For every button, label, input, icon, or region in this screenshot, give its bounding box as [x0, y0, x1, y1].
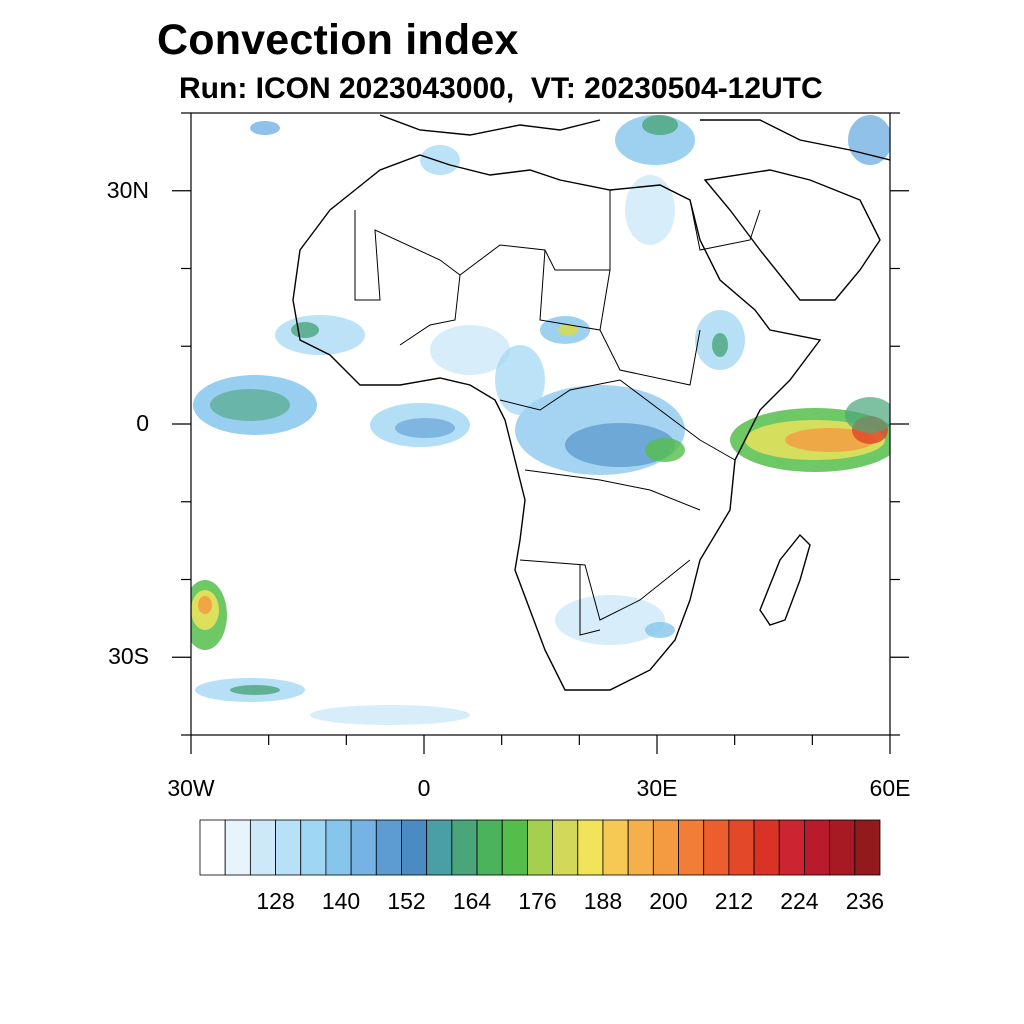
colorbar-swatch — [300, 819, 327, 876]
colorbar-swatch — [854, 819, 881, 876]
colorbar-swatch — [552, 819, 579, 876]
colorbar — [199, 819, 881, 876]
colorbar-swatch — [602, 819, 629, 876]
colorbar-label: 164 — [452, 888, 492, 914]
axis-ticks — [172, 112, 909, 754]
map-title: Convection index — [157, 16, 519, 64]
colorbar-swatch — [199, 819, 226, 876]
colorbar-swatch — [703, 819, 730, 876]
colorbar-swatch — [627, 819, 654, 876]
colorbar-swatch — [678, 819, 705, 876]
colorbar-label: 212 — [714, 888, 754, 914]
colorbar-swatch — [275, 819, 302, 876]
colorbar-label: 236 — [845, 888, 885, 914]
colorbar-swatch — [224, 819, 251, 876]
colorbar-label: 128 — [256, 888, 295, 914]
lon-tick-label: 30W — [167, 775, 215, 801]
colorbar-label: 188 — [583, 888, 623, 914]
lon-tick-label: 30E — [636, 775, 678, 801]
colorbar-swatch — [527, 819, 553, 876]
colorbar-swatch — [728, 819, 755, 876]
lon-tick-label: 60E — [869, 775, 911, 801]
colorbar-swatch — [804, 819, 831, 876]
colorbar-swatch — [249, 819, 276, 876]
colorbar-swatch — [829, 819, 856, 876]
colorbar-swatch — [426, 819, 453, 876]
colorbar-swatch — [325, 819, 352, 876]
colorbar-swatch — [501, 819, 528, 876]
lat-tick-label: 0 — [136, 410, 149, 436]
lat-tick-label: 30S — [108, 643, 149, 670]
colorbar-swatch — [753, 819, 780, 876]
colorbar-swatch — [350, 819, 377, 876]
colorbar-swatch — [652, 819, 679, 876]
colorbar-swatch — [577, 819, 604, 876]
colorbar-swatch — [476, 819, 503, 876]
colorbar-label: 152 — [387, 888, 426, 914]
colorbar-swatch — [375, 819, 402, 876]
lat-tick-label: 30N — [106, 176, 149, 203]
colorbar-swatch — [401, 819, 428, 876]
colorbar-label: 140 — [321, 888, 361, 914]
coastlines — [292, 114, 890, 691]
map-subtitle: Run: ICON 2023043000, VT: 20230504-12UTC — [179, 72, 823, 105]
colorbar-swatch — [778, 819, 805, 876]
country-borders — [354, 190, 761, 636]
colorbar-label: 224 — [780, 888, 819, 914]
lon-tick-label: 0 — [417, 775, 431, 801]
colorbar-label: 200 — [649, 888, 688, 914]
colorbar-label: 176 — [518, 888, 557, 914]
colorbar-swatch — [451, 819, 478, 876]
convection-field — [191, 115, 890, 725]
